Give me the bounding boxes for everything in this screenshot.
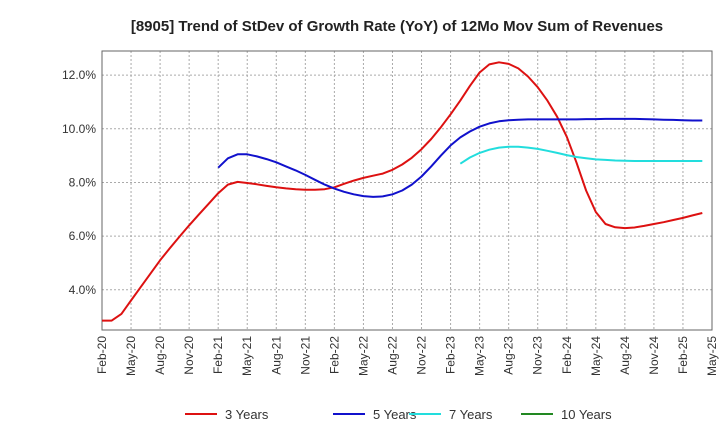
x-tick-label: May-24 [589,336,603,376]
x-tick-label: Aug-23 [502,336,516,375]
legend-label: 5 Years [373,407,417,422]
x-tick-label: Feb-25 [676,336,690,374]
series-line-3-years [102,61,703,322]
legend-label: 10 Years [561,407,612,422]
legend-label: 3 Years [225,407,269,422]
x-tick-label: Nov-21 [298,336,312,375]
x-tick-label: May-22 [356,336,370,376]
series-lines [102,61,703,322]
x-tick-label: Aug-24 [618,336,632,375]
y-axis: 4.0% 6.0% 8.0% 10.0% 12.0% [62,68,96,297]
y-tick-label: 8.0% [69,175,97,189]
x-tick-label: Aug-20 [153,336,167,375]
x-tick-label: Feb-20 [95,336,109,374]
plot-area [101,50,713,331]
x-tick-label: Feb-24 [560,336,574,374]
x-tick-label: May-21 [240,336,254,376]
chart-title: [8905] Trend of StDev of Growth Rate (Yo… [131,18,663,35]
x-tick-label: Feb-23 [444,336,458,374]
x-tick-label: May-20 [124,336,138,376]
x-tick-label: May-23 [473,336,487,376]
x-tick-label: Nov-23 [531,336,545,375]
legend-label: 7 Years [449,407,493,422]
legend: 3 Years 5 Years 7 Years 10 Years [185,407,612,422]
x-tick-label: Feb-22 [327,336,341,374]
y-tick-label: 12.0% [62,68,96,82]
x-axis: Feb-20 May-20 Aug-20 Nov-20 Feb-21 May-21 Aug-… [95,336,719,376]
grid-lines [102,51,712,330]
series-line-5-years [217,117,703,198]
x-tick-label: Aug-22 [385,336,399,375]
x-tick-label: May-25 [705,336,719,376]
y-tick-label: 6.0% [69,229,97,243]
y-tick-label: 10.0% [62,122,96,136]
x-tick-label: Nov-22 [415,336,429,375]
x-tick-label: Nov-20 [182,336,196,375]
y-tick-label: 4.0% [69,283,97,297]
x-tick-label: Aug-21 [269,336,283,375]
x-tick-label: Nov-24 [647,336,661,375]
x-tick-label: Feb-21 [211,336,225,374]
series-line-7-years [459,145,703,165]
